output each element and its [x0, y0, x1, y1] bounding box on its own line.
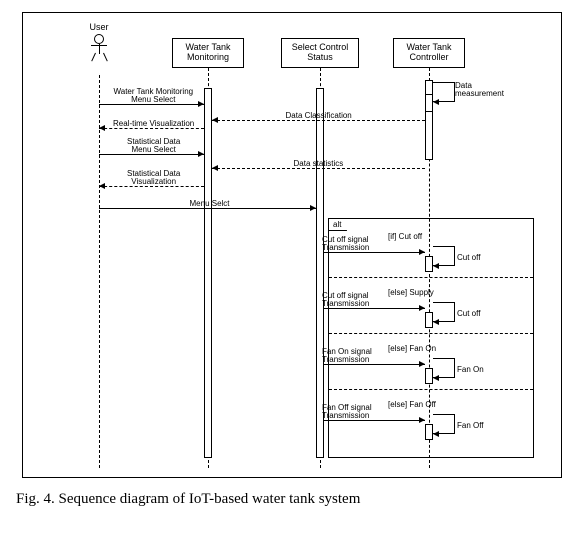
figure-caption: Fig. 4. Sequence diagram of IoT-based wa…: [16, 488, 567, 511]
message-label: Real-time Visualization: [113, 120, 194, 128]
diagram-root: { "layout": { "canvas_w": 587, "canvas_h…: [0, 0, 587, 538]
actor-label: User: [81, 22, 117, 32]
caption-text: Sequence diagram of IoT-based water tank…: [59, 491, 361, 507]
message-label: Data Classification: [286, 112, 352, 120]
lifeline-box-wt_mon: Water Tank Monitoring: [172, 38, 244, 68]
alt-guard: [else] Fan Off: [388, 400, 436, 409]
lifeline-box-scs: Select Control Status: [281, 38, 359, 68]
selfmsg-activation: [425, 94, 433, 112]
message-label: Water Tank Monitoring Menu Select: [114, 88, 194, 105]
alt-guard: [else] Fan On: [388, 344, 436, 353]
alt-fragment: alt: [328, 218, 534, 458]
alt-guard: [else] Supply: [388, 288, 434, 297]
activation-wt_mon: [204, 88, 212, 458]
stick-figure: [89, 34, 109, 62]
actor-user: User: [81, 22, 117, 62]
alt-guard: [if] Cut off: [388, 232, 422, 241]
lifeline-user: [99, 75, 100, 468]
caption-prefix: Fig. 4.: [16, 491, 55, 507]
message-label: Statistical Data Visualization: [127, 170, 180, 187]
message-label: Menu Selct: [190, 200, 230, 208]
message-label: Data statistics: [294, 160, 344, 168]
alt-tab: alt: [328, 218, 351, 231]
message-label: Statistical Data Menu Select: [127, 138, 180, 155]
lifeline-box-wtc: Water Tank Controller: [393, 38, 465, 68]
activation-wtc: [425, 80, 433, 160]
